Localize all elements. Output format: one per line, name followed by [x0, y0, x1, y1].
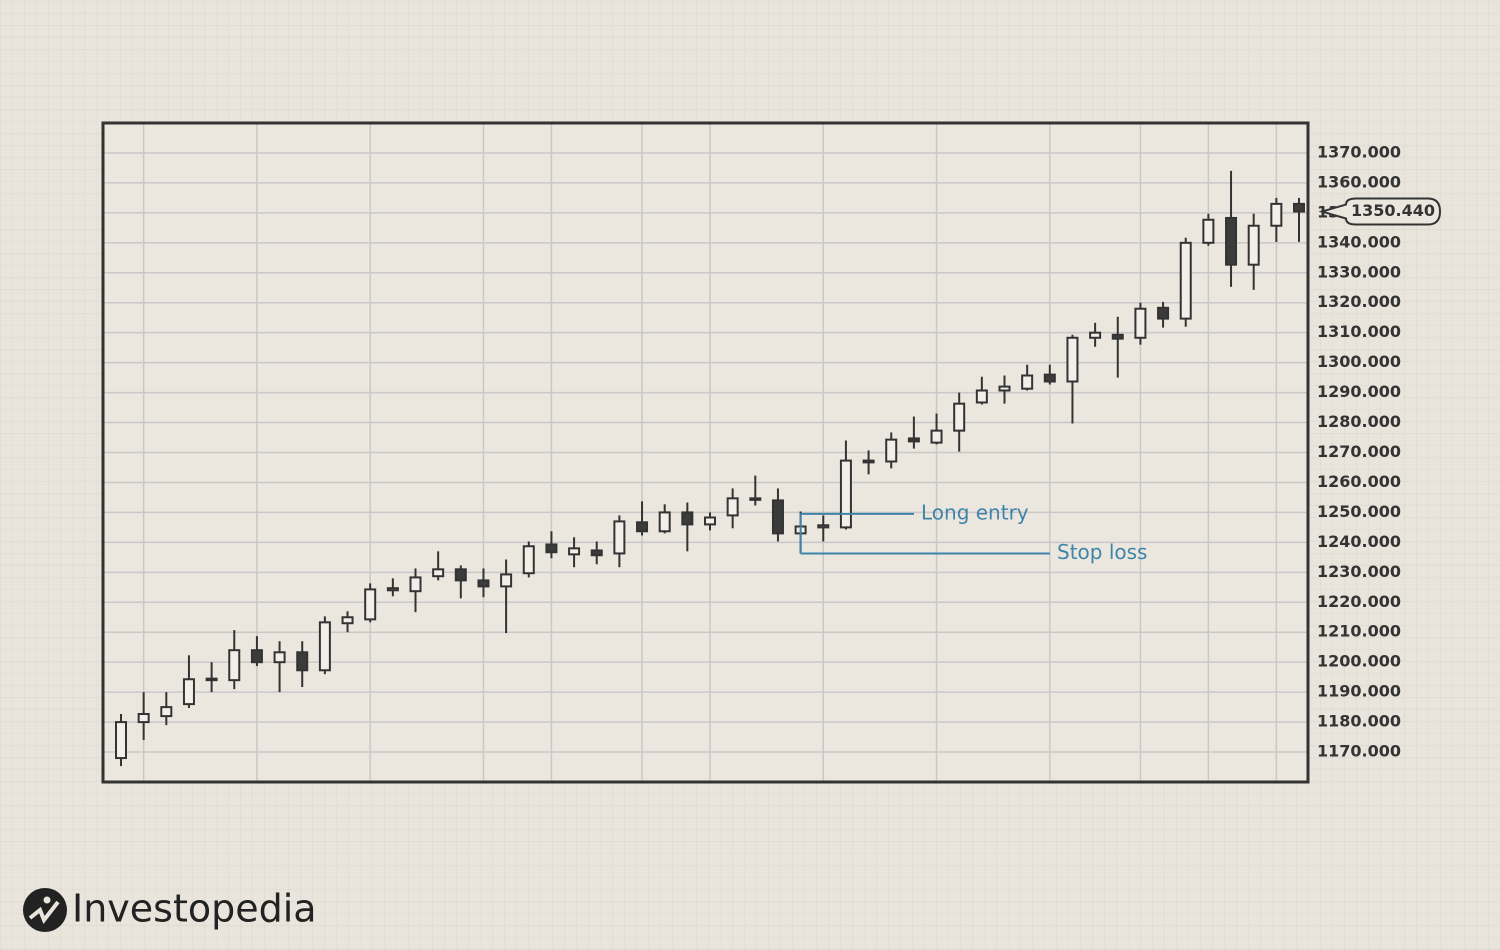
candle-body [885, 438, 898, 463]
candle-body [704, 516, 716, 526]
candle-body [590, 549, 603, 557]
y-tick-label: 1250.000 [1317, 502, 1401, 521]
candle-body [364, 588, 377, 621]
logo-icon-stroke [28, 900, 60, 924]
candle-body [545, 543, 558, 554]
y-tick-label: 1370.000 [1317, 142, 1401, 161]
candle-body [160, 706, 173, 718]
candle-body [998, 385, 1011, 392]
candle-body [1293, 202, 1305, 213]
candle-body [930, 429, 943, 444]
candle-body [1066, 336, 1079, 383]
candle-body [658, 511, 671, 533]
candle-body [522, 545, 535, 575]
candle-body [1157, 306, 1170, 320]
candle-body [500, 573, 513, 588]
candle-body [432, 568, 445, 578]
candle-body [1111, 333, 1124, 340]
candle-body [636, 521, 649, 533]
candle-body [1021, 374, 1034, 390]
y-tick-label: 1270.000 [1317, 442, 1401, 461]
candle-body [681, 511, 694, 526]
y-tick-label: 1200.000 [1317, 652, 1401, 671]
candle-body [862, 459, 875, 464]
candle-body [1247, 224, 1260, 266]
candle-body [613, 520, 626, 555]
y-tick-label: 1310.000 [1317, 322, 1401, 341]
y-tick-label: 1220.000 [1317, 592, 1401, 611]
candle-body [568, 547, 581, 556]
candle-body [182, 678, 195, 706]
logo-icon-dot [43, 896, 51, 904]
candle-body [1134, 307, 1147, 339]
y-tick-label: 1240.000 [1317, 532, 1401, 551]
annotation-label: Stop loss [1057, 540, 1147, 564]
candle-body [907, 437, 920, 443]
y-tick-label: 1320.000 [1317, 292, 1401, 311]
y-tick-label: 1260.000 [1317, 472, 1401, 491]
candle-body [817, 524, 830, 529]
candle-body [1179, 241, 1192, 320]
candle-body [273, 651, 286, 664]
candle-body [409, 576, 422, 593]
annotation-label: Long entry [921, 500, 1029, 524]
candle-body [386, 587, 399, 592]
candle-body [975, 389, 988, 404]
brand: Investopedia [72, 887, 317, 931]
candle-body [250, 649, 263, 664]
candle-body [749, 497, 762, 501]
candle-body [953, 402, 966, 432]
y-tick-label: 1300.000 [1317, 352, 1401, 371]
y-tick-label: 1170.000 [1317, 742, 1401, 761]
y-tick-label: 1180.000 [1317, 712, 1401, 731]
candle-body [296, 651, 309, 672]
y-tick-label: 1340.000 [1317, 232, 1401, 251]
logo: Investopedia [23, 887, 317, 932]
candle-body [137, 713, 150, 724]
candle-body [115, 721, 127, 760]
last-price-label: 1350.440 [1351, 201, 1435, 220]
y-tick-label: 1230.000 [1317, 562, 1401, 581]
candle-body [1202, 218, 1215, 244]
candle-body [1043, 373, 1056, 383]
logo-icon [23, 888, 67, 932]
y-tick-label: 1280.000 [1317, 412, 1401, 431]
candle-body [771, 499, 784, 535]
candle-body [477, 579, 490, 588]
candle-body [1270, 202, 1283, 227]
y-tick-label: 1330.000 [1317, 262, 1401, 281]
y-tick-label: 1290.000 [1317, 382, 1401, 401]
y-tick-label: 1190.000 [1317, 682, 1401, 701]
candle-body [726, 497, 739, 517]
candle-body [454, 568, 467, 582]
last-price-bubble [1318, 197, 1442, 226]
candle-body [1089, 331, 1102, 339]
candle-body [839, 459, 852, 529]
y-tick-label: 1210.000 [1317, 622, 1401, 641]
candle-body [318, 621, 331, 672]
y-tick-label: 1360.000 [1317, 172, 1401, 191]
plot-frame [101, 121, 1310, 784]
candle-body [1225, 216, 1238, 266]
candle-body [205, 677, 218, 682]
candle-body [228, 649, 241, 682]
candle-body [341, 616, 354, 625]
